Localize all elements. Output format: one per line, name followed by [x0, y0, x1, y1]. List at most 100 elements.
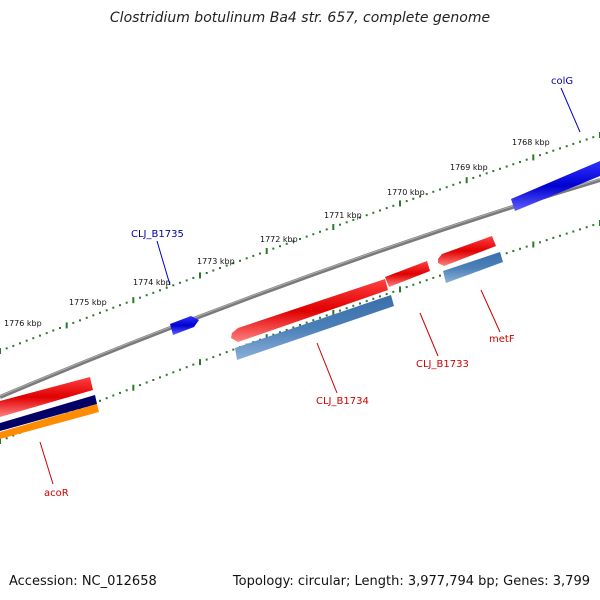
outer-tick-18	[119, 304, 121, 307]
outer-tick-40	[265, 248, 268, 254]
outer-tick-32	[212, 269, 215, 272]
tick-label-1770: 1770 kbp	[387, 188, 425, 197]
inner-tick-54	[359, 302, 361, 305]
outer-tick-65	[432, 190, 435, 193]
outer-tick-54	[359, 216, 361, 219]
outer-tick-80	[532, 154, 535, 161]
label-acoR: acoR	[44, 488, 69, 499]
outer-tick-43	[285, 242, 288, 245]
outer-tick-13	[85, 316, 88, 319]
outer-tick-77	[512, 163, 515, 166]
outer-tick-52	[345, 221, 348, 224]
outer-tick-59	[392, 204, 395, 207]
outer-tick-56	[372, 211, 375, 214]
outer-tick-12	[79, 319, 81, 322]
gene-CLJ_B1734[interactable]	[231, 279, 394, 394]
outer-tick-72	[479, 174, 481, 177]
inner-tick-80	[532, 241, 535, 248]
inner-tick-44	[292, 326, 295, 329]
outer-tick-row	[0, 132, 600, 354]
outer-tick-66	[439, 188, 441, 191]
label-metF: metF	[489, 334, 515, 345]
inner-tick-48	[319, 316, 321, 319]
outer-tick-27	[179, 281, 181, 284]
outer-tick-53	[352, 218, 355, 221]
outer-tick-5	[32, 337, 35, 340]
inner-tick-19	[125, 389, 128, 392]
inner-tick-56	[372, 297, 375, 300]
outer-tick-29	[192, 276, 195, 279]
inner-tick-82	[545, 239, 548, 242]
gene-CLJ_B1733[interactable]	[385, 261, 439, 357]
outer-tick-70	[465, 177, 468, 184]
inner-tick-33	[219, 353, 221, 356]
outer-tick-9	[59, 327, 61, 329]
label-CLJ_B1733: CLJ_B1733	[416, 359, 469, 370]
outer-tick-37	[245, 257, 248, 260]
outer-tick-49	[325, 228, 328, 231]
outer-tick-76	[505, 165, 508, 168]
outer-tick-1	[5, 347, 8, 350]
inner-tick-88	[585, 226, 588, 229]
gene-metF[interactable]	[438, 236, 503, 333]
inner-tick-60	[399, 286, 401, 293]
outer-tick-16	[105, 309, 108, 312]
inner-tick-50	[332, 310, 335, 316]
outer-tick-23	[152, 291, 155, 294]
tick-labels: 1768 kbp 1769 kbp 1770 kbp 1771 kbp 1772…	[4, 138, 550, 328]
outer-tick-26	[172, 284, 175, 287]
outer-tick-36	[239, 259, 241, 262]
outer-tick-79	[525, 158, 528, 161]
inner-tick-45	[299, 324, 301, 326]
inner-tick-77	[512, 250, 515, 252]
tick-label-1771: 1771 kbp	[324, 211, 362, 220]
inner-tick-40	[265, 334, 268, 341]
outer-tick-51	[339, 223, 341, 226]
outer-tick-74	[492, 170, 495, 173]
inner-tick-41	[272, 333, 275, 336]
outer-tick-20	[132, 297, 135, 304]
outer-tick-10	[65, 322, 68, 329]
gene-acoR[interactable]	[0, 377, 99, 485]
backbone	[0, 178, 600, 399]
inner-tick-20	[132, 384, 135, 391]
outer-tick-68	[452, 183, 455, 186]
inner-tick-21	[139, 384, 141, 387]
outer-tick-45	[299, 238, 301, 240]
gene-CLJ_B1735[interactable]	[156, 240, 199, 335]
inner-tick-30	[199, 359, 201, 366]
inner-tick-28	[185, 366, 188, 369]
outer-tick-41	[272, 247, 275, 250]
outer-tick-35	[232, 262, 235, 265]
inner-tick-53	[352, 304, 355, 307]
outer-tick-7	[45, 332, 48, 335]
inner-tick-46	[305, 321, 308, 324]
inner-tick-81	[539, 241, 541, 244]
inner-tick-66	[439, 274, 441, 277]
inner-tick-29	[192, 363, 195, 366]
outer-tick-75	[499, 167, 501, 170]
outer-tick-11	[72, 321, 75, 324]
outer-tick-3	[19, 342, 21, 345]
outer-tick-60	[399, 200, 401, 207]
outer-tick-61	[405, 200, 408, 203]
outer-tick-57	[379, 209, 381, 212]
tick-label-1775: 1775 kbp	[69, 298, 107, 307]
inner-tick-52	[345, 307, 348, 310]
outer-tick-30	[199, 272, 201, 279]
outer-tick-86	[572, 142, 575, 145]
accession-text: Accession: NC_012658	[9, 574, 157, 589]
tick-label-1774: 1774 kbp	[133, 278, 171, 287]
outer-tick-71	[472, 176, 475, 179]
outer-tick-89	[592, 136, 595, 139]
outer-tick-25	[165, 286, 168, 289]
label-CLJ_B1735: CLJ_B1735	[131, 229, 184, 240]
inner-tick-24	[159, 376, 161, 379]
outer-tick-83	[552, 149, 555, 152]
outer-tick-28	[185, 279, 188, 282]
inner-tick-63	[419, 281, 421, 284]
outer-tick-42	[279, 245, 281, 248]
inner-tick-76	[505, 252, 508, 255]
gene-colG[interactable]	[511, 87, 600, 211]
